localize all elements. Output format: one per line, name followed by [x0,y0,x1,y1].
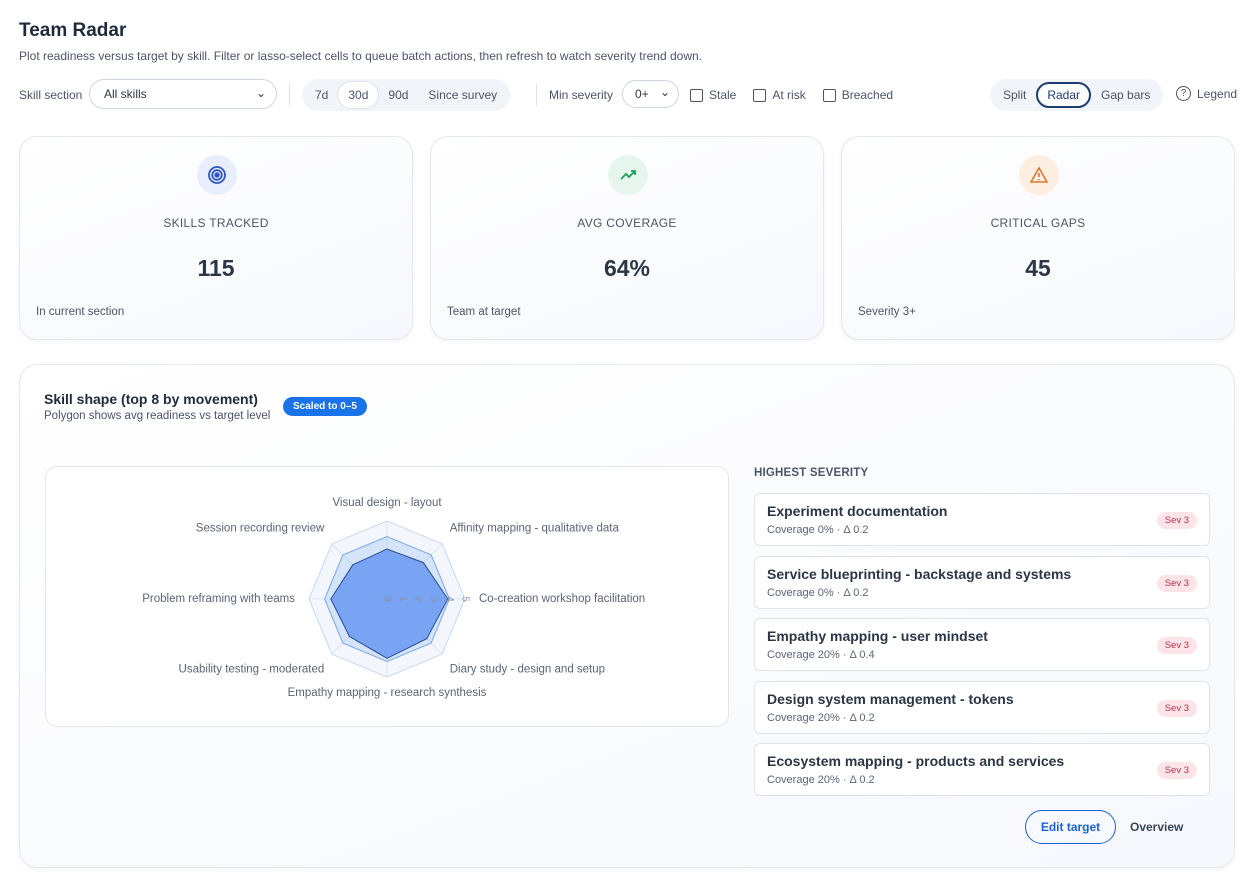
panel-title: Skill shape (top 8 by movement) [44,391,258,407]
item-meta: Coverage 0% · Δ 0.2 [767,524,869,536]
skill-section-label: Skill section [19,88,83,102]
view-option[interactable]: Gap bars [1101,88,1151,102]
axis-label: Problem reframing with teams [142,593,295,605]
edit-target-button[interactable]: Edit target [1025,810,1116,844]
skill-section-select[interactable]: All skills ⌄ [89,79,277,109]
divider [536,84,537,106]
filter-label: Stale [709,88,737,102]
range-toggle: 7d 30d 90d Since survey [302,79,511,111]
kpi-label: CRITICAL GAPS [990,216,1086,230]
button-label: Overview [1130,820,1184,834]
range-option[interactable]: 30d [338,82,379,108]
kpi-value: 115 [197,255,235,281]
checkbox[interactable] [822,88,836,102]
severity-item[interactable]: Ecosystem mapping - products and service… [754,743,1210,796]
kpi-card: CRITICAL GAPS 45 Severity 3+ [841,136,1235,340]
axis-tick-label: 5 [459,596,470,602]
item-title: Empathy mapping - user mindset [767,628,988,644]
axis-tick-label: 1 [397,596,408,602]
severity-item[interactable]: Experiment documentation Coverage 0% · Δ … [754,493,1210,546]
scale-badge: Scaled to 0–5 [283,397,367,416]
filters: Stale At risk Breached [690,88,893,102]
kpi-note: In current section [36,306,125,318]
min-severity-value: 0+ [635,87,649,101]
kpi-icon [197,155,237,195]
kpi-label: SKILLS TRACKED [163,216,269,230]
page-subtitle: Plot readiness versus target by skill. F… [19,49,702,63]
severity-heading: HIGHEST SEVERITY [754,467,869,479]
kpi-card: SKILLS TRACKED 115 In current section [19,136,413,340]
range-option[interactable]: 7d [315,88,329,102]
divider [289,84,290,106]
radar-area [330,548,449,659]
kpi-value: 45 [1025,255,1051,281]
kpi-label: AVG COVERAGE [577,216,677,230]
button-label: Edit target [1040,820,1101,834]
min-severity-select[interactable]: 0+ ⌄ [622,80,679,108]
axis-label: Affinity mapping - qualitative data [450,522,620,534]
kpi-card: AVG COVERAGE 64% Team at target [430,136,824,340]
axis-label: Diary study - design and setup [450,664,605,676]
filter-checkbox[interactable]: Stale [690,88,736,102]
filter-checkbox[interactable]: At risk [753,88,806,102]
radar-panel: Skill shape (top 8 by movement) Polygon … [19,364,1235,868]
legend-button[interactable]: ? Legend [1176,86,1237,101]
severity-badge: Sev 3 [1156,762,1197,779]
axis-label: Usability testing - moderated [179,664,325,676]
item-meta: Coverage 0% · Δ 0.2 [767,586,869,599]
item-title: Design system management - tokens [767,690,1014,707]
view-option[interactable]: Split [1003,88,1027,102]
range-option[interactable]: 90d [388,88,409,102]
kpi-note: Team at target [447,306,521,318]
severity-item[interactable]: Service blueprinting - backstage and sys… [754,555,1210,609]
kpi-note: Severity 3+ [858,306,916,318]
item-meta: Coverage 20% · Δ 0.4 [767,649,875,661]
axis-tick-label: 2 [413,596,424,602]
axis-label: Co-creation workshop facilitation [479,593,645,605]
skill-section-value: All skills [104,87,147,101]
severity-badge: Sev 3 [1156,512,1197,529]
severity-badge: Sev 3 [1156,574,1197,592]
filter-checkbox[interactable]: Breached [822,88,894,102]
item-title: Service blueprinting - backstage and sys… [767,565,1072,582]
item-meta: Coverage 20% · Δ 0.2 [767,711,875,724]
panel-subtitle: Polygon shows avg readiness vs target le… [44,410,271,422]
axis-label: Empathy mapping - research synthesis [288,687,487,699]
min-severity-label: Min severity [549,88,614,102]
severity-badge: Sev 3 [1156,699,1197,717]
axis-label: Session recording review [196,522,325,534]
axis-tick-label: 4 [444,596,455,602]
kpi-icon [1019,155,1059,195]
severity-item[interactable]: Design system management - tokens Coverag… [754,680,1210,734]
item-title: Experiment documentation [767,503,948,519]
axis-tick-label: 0 [381,596,392,602]
kpi-value: 64% [603,255,651,281]
filter-label: At risk [772,88,806,102]
page-title: Team Radar [19,20,127,41]
severity-badge: Sev 3 [1156,637,1197,654]
severity-item[interactable]: Empathy mapping - user mindset Coverage 2… [754,618,1210,671]
item-meta: Coverage 20% · Δ 0.2 [767,774,875,786]
axis-tick-label: 3 [428,596,439,602]
view-option[interactable]: Radar [1036,82,1092,108]
checkbox[interactable] [753,88,767,102]
checkbox[interactable] [690,88,703,102]
item-title: Ecosystem mapping - products and service… [767,753,1065,769]
filter-label: Breached [841,88,894,102]
radar-frame: 0 1 2 3 4 5 Visual design - layout Affinity map… [45,466,729,727]
radar-chart: 0 1 2 3 4 5 Visual design - layout Affinity map… [142,497,645,699]
legend-label: Legend [1197,86,1238,101]
overview-button[interactable]: Overview [1130,820,1183,834]
kpi-icon [608,155,648,195]
range-option[interactable]: Since survey [428,88,498,102]
view-toggle: Split Radar Gap bars [990,79,1164,111]
axis-label: Visual design - layout [332,497,442,509]
